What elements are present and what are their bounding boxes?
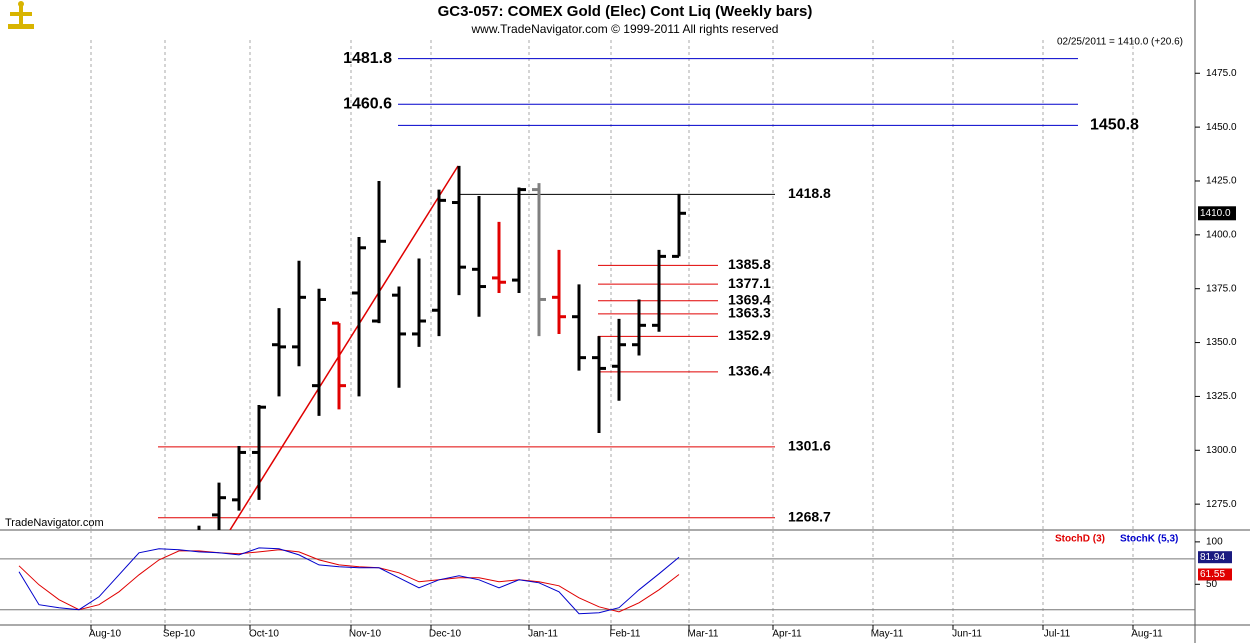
y-tick-label: 1325.0 bbox=[1206, 391, 1237, 402]
stoch-line bbox=[18, 549, 680, 613]
last-price-label: 1410.0 bbox=[1200, 208, 1231, 219]
y-tick-label: 1350.0 bbox=[1206, 337, 1237, 348]
legend-label: StochK (5,3) bbox=[1120, 534, 1178, 545]
y-tick-label: 1375.0 bbox=[1206, 283, 1237, 294]
y-tick-label: 1275.0 bbox=[1206, 499, 1237, 510]
last-value-label: 61.55 bbox=[1200, 569, 1225, 580]
last-value-label: 81.94 bbox=[1200, 552, 1225, 563]
x-tick-label: Jan-11 bbox=[528, 629, 558, 640]
stoch-line bbox=[18, 547, 680, 615]
x-tick-label: Sep-10 bbox=[163, 629, 196, 640]
y-tick-label: 1450.0 bbox=[1206, 122, 1237, 133]
watermark: TradeNavigator.com bbox=[5, 517, 104, 529]
stoch-panel bbox=[0, 531, 1195, 625]
last-price-box bbox=[1198, 206, 1236, 221]
x-tick-label: Mar-11 bbox=[688, 629, 719, 640]
x-tick-label: Jul-11 bbox=[1044, 629, 1071, 640]
y-tick-label: 100 bbox=[1206, 537, 1223, 548]
y-tick-label: 1475.0 bbox=[1206, 68, 1237, 79]
level-label: 1336.4 bbox=[728, 363, 771, 379]
logo bbox=[8, 1, 34, 29]
x-tick-label: Feb-11 bbox=[610, 629, 641, 640]
y-tick-label: 1400.0 bbox=[1206, 229, 1237, 240]
trend-line bbox=[229, 165, 459, 530]
x-tick-label: Nov-10 bbox=[349, 629, 382, 640]
price-panel bbox=[90, 40, 1134, 530]
level-label: 1363.3 bbox=[728, 305, 771, 321]
y-tick-label: 1425.0 bbox=[1206, 176, 1237, 187]
x-tick-label: May-11 bbox=[871, 629, 904, 640]
level-label: 1418.8 bbox=[788, 185, 831, 201]
x-tick-label: Oct-10 bbox=[249, 629, 279, 640]
level-label: 1268.7 bbox=[788, 508, 831, 524]
y-tick-label: 50 bbox=[1206, 579, 1218, 590]
level-label: 1369.4 bbox=[728, 291, 771, 307]
x-tick-label: Aug-10 bbox=[89, 629, 122, 640]
status-text: 02/25/2011 = 1410.0 (+20.6) bbox=[1057, 37, 1183, 48]
overlay: 1275.0 1300.0 1325.0 1350.0 1375.0 1400.0 1425… bbox=[89, 50, 1237, 640]
level-label: 1481.8 bbox=[343, 50, 392, 67]
level-label: 1460.6 bbox=[343, 95, 392, 112]
last-value-box bbox=[1198, 568, 1232, 581]
level-label: 1377.1 bbox=[728, 275, 771, 291]
x-tick-label: Aug-11 bbox=[1131, 629, 1163, 640]
y-tick-label: 1300.0 bbox=[1206, 445, 1237, 456]
x-tick-label: Jun-11 bbox=[952, 629, 982, 640]
level-label: 1352.9 bbox=[728, 327, 771, 343]
legend-label: StochD (3) bbox=[1055, 534, 1105, 545]
chart-title: GC3-057: COMEX Gold (Elec) Cont Liq (Wee… bbox=[438, 3, 813, 20]
x-tick-label: Apr-11 bbox=[772, 629, 802, 640]
last-value-box bbox=[1198, 551, 1232, 564]
level-label: 1385.8 bbox=[728, 256, 771, 272]
level-label: 1301.6 bbox=[788, 438, 831, 454]
x-tick-label: Dec-10 bbox=[429, 629, 462, 640]
level-label: 1450.8 bbox=[1090, 117, 1139, 134]
chart-subtitle: www.TradeNavigator.com © 1999-2011 All r… bbox=[471, 22, 779, 36]
